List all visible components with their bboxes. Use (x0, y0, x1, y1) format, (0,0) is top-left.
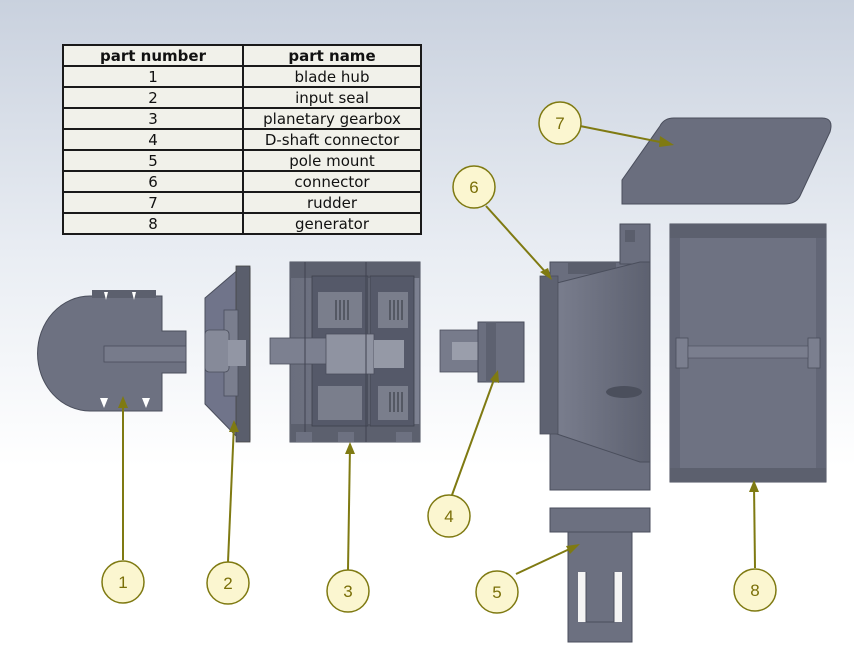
balloon-7: 7 (538, 101, 582, 145)
leader-line-4 (451, 373, 497, 496)
table-row: 7 rudder (62, 191, 422, 214)
leader-line-6 (485, 205, 550, 277)
part-name-cell: pole mount (242, 149, 422, 172)
rudder-part (621, 117, 832, 205)
part-name-cell: D-shaft connector (242, 128, 422, 151)
d-shaft-connector-part (439, 321, 525, 383)
input-seal-part (204, 265, 251, 443)
part-number-cell: 2 (62, 86, 244, 109)
parts-table-header: part number part name (62, 44, 422, 67)
part-name-cell: blade hub (242, 65, 422, 88)
leader-line-3 (347, 445, 351, 571)
header-part-number: part number (62, 44, 244, 67)
part-name-cell: generator (242, 212, 422, 235)
part-number-cell: 6 (62, 170, 244, 193)
part-name-cell: planetary gearbox (242, 107, 422, 130)
balloon-6: 6 (452, 165, 496, 209)
pole-mount-part (549, 507, 651, 643)
generator-part (669, 223, 827, 483)
balloon-label: 4 (444, 507, 453, 526)
balloon-label: 2 (223, 574, 232, 593)
balloon-label: 3 (343, 582, 352, 601)
leader-line-7 (579, 125, 671, 145)
leader-line-8 (753, 483, 756, 569)
balloon-label: 7 (555, 114, 564, 133)
balloon-4: 4 (427, 494, 471, 538)
planetary-gearbox-part (269, 261, 421, 443)
balloon-label: 6 (469, 178, 478, 197)
balloon-label: 8 (750, 581, 759, 600)
part-number-cell: 5 (62, 149, 244, 172)
part-number-cell: 4 (62, 128, 244, 151)
callout-leaders (122, 125, 756, 575)
balloon-5: 5 (475, 570, 519, 614)
balloon-label: 1 (118, 573, 127, 592)
part-number-cell: 3 (62, 107, 244, 130)
table-row: 8 generator (62, 212, 422, 235)
table-row: 2 input seal (62, 86, 422, 109)
part-name-cell: input seal (242, 86, 422, 109)
balloon-1: 1 (101, 560, 145, 604)
table-row: 3 planetary gearbox (62, 107, 422, 130)
leader-line-2 (227, 423, 235, 563)
balloon-3: 3 (326, 569, 370, 613)
balloon-label: 5 (492, 583, 501, 602)
leader-line-5 (515, 545, 577, 575)
table-row: 6 connector (62, 170, 422, 193)
part-name-cell: rudder (242, 191, 422, 214)
header-part-name: part name (242, 44, 422, 67)
callout-arrowheads (118, 136, 759, 554)
balloon-2: 2 (206, 561, 250, 605)
parts-table: part number part name 1 blade hub 2 input … (62, 44, 422, 235)
table-row: 5 pole mount (62, 149, 422, 172)
part-number-cell: 8 (62, 212, 244, 235)
connector-part (539, 223, 651, 491)
table-row: 4 D-shaft connector (62, 128, 422, 151)
part-number-cell: 1 (62, 65, 244, 88)
part-number-cell: 7 (62, 191, 244, 214)
balloon-8: 8 (733, 568, 777, 612)
table-row: 1 blade hub (62, 65, 422, 88)
part-name-cell: connector (242, 170, 422, 193)
blade-hub-part (37, 290, 187, 412)
